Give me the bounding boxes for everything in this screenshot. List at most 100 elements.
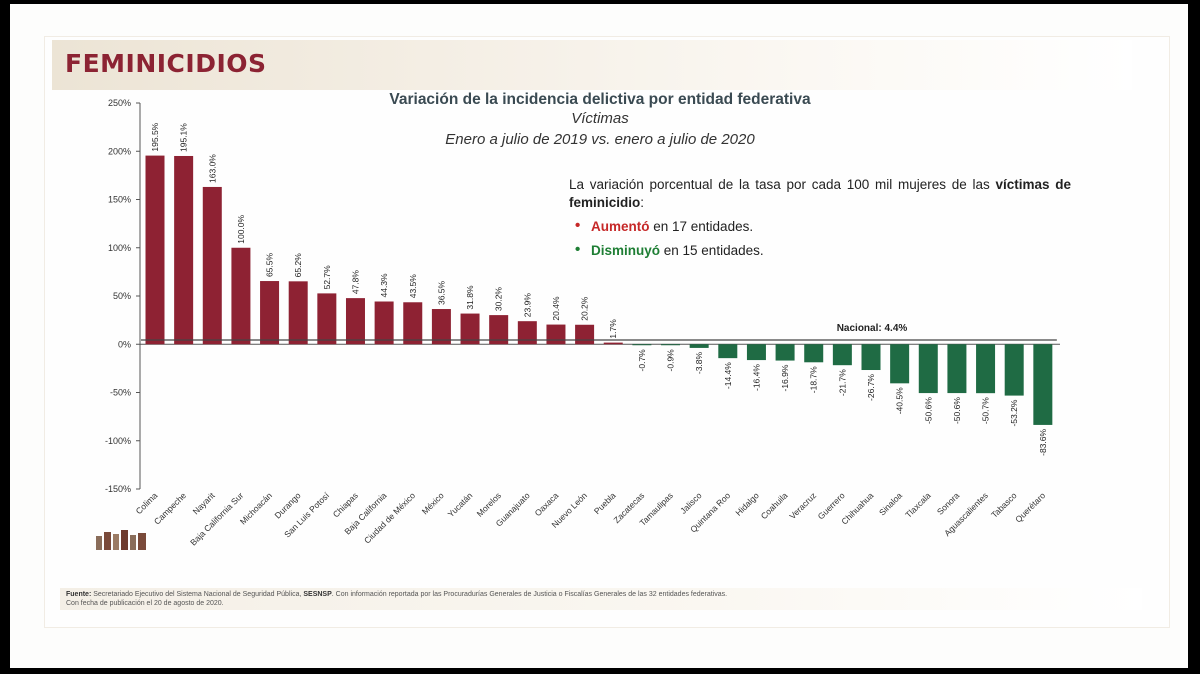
bar bbox=[288, 281, 308, 345]
bar-value-label: 195.5% bbox=[150, 122, 160, 151]
decrease-text: en 15 entidades. bbox=[660, 243, 764, 258]
category-label: Baja California Sur bbox=[188, 490, 245, 547]
category-label: Coahuila bbox=[759, 490, 790, 521]
y-tick-label: -50% bbox=[110, 388, 131, 398]
bar-value-label: 65.5% bbox=[265, 252, 275, 277]
bar bbox=[976, 344, 996, 394]
bar-value-label: 31.8% bbox=[465, 285, 475, 310]
bar-value-label: 1.7% bbox=[608, 319, 618, 339]
bar bbox=[718, 344, 738, 359]
note-box: La variación porcentual de la tasa por c… bbox=[569, 176, 1071, 260]
bar-value-label: -3.8% bbox=[694, 351, 704, 374]
bar bbox=[231, 247, 251, 345]
y-tick-label: 250% bbox=[108, 98, 131, 108]
bar-value-label: -16.4% bbox=[751, 364, 761, 391]
chart-period: Enero a julio de 2019 vs. enero a julio … bbox=[445, 131, 755, 148]
bar-value-label: 44.3% bbox=[379, 273, 389, 298]
footer-source: Fuente: Secretariado Ejecutivo del Siste… bbox=[60, 588, 1142, 610]
y-tick-label: 100% bbox=[108, 243, 131, 253]
bar bbox=[1033, 344, 1053, 425]
bar bbox=[202, 186, 222, 345]
category-label: Tlaxcala bbox=[903, 490, 933, 520]
note-text: La variación porcentual de la tasa por c… bbox=[569, 176, 1071, 212]
bar-value-label: -21.7% bbox=[837, 369, 847, 396]
bar-value-label: -0.9% bbox=[666, 349, 676, 372]
category-label: Hidalgo bbox=[733, 490, 761, 518]
bullet-icon: • bbox=[575, 217, 581, 234]
bar bbox=[603, 342, 623, 345]
note-colon: : bbox=[640, 195, 645, 210]
category-label: Veracruz bbox=[787, 490, 818, 521]
bar-value-label: 100.0% bbox=[236, 214, 246, 243]
bar-value-label: -50.6% bbox=[923, 397, 933, 424]
bar bbox=[174, 155, 194, 345]
bar-value-label: -0.7% bbox=[637, 349, 647, 372]
bullet-icon: • bbox=[575, 241, 581, 258]
bar bbox=[374, 301, 394, 345]
y-tick-label: -100% bbox=[105, 436, 131, 446]
bar-value-label: 163.0% bbox=[207, 154, 217, 183]
bar bbox=[517, 321, 537, 345]
bar bbox=[890, 344, 910, 384]
bar-value-label: 23.9% bbox=[522, 293, 532, 318]
bar bbox=[947, 344, 967, 394]
bar bbox=[661, 344, 681, 346]
increase-text: en 17 entidades. bbox=[649, 219, 754, 234]
bar bbox=[317, 293, 337, 345]
footer-sesnsp: SESNSP bbox=[303, 591, 332, 598]
bar-value-label: 30.2% bbox=[494, 287, 504, 312]
y-tick-label: -150% bbox=[105, 484, 131, 494]
bar-value-label: 36.5% bbox=[436, 280, 446, 305]
national-label: Nacional: 4.4% bbox=[837, 323, 908, 334]
category-label: Colima bbox=[134, 490, 160, 516]
bar bbox=[431, 309, 451, 345]
bar bbox=[746, 344, 766, 361]
bar-value-label: -16.9% bbox=[780, 364, 790, 391]
bar-value-label: 47.8% bbox=[350, 270, 360, 295]
bar bbox=[403, 302, 423, 345]
bar bbox=[861, 344, 881, 371]
decrease-word: Disminuyó bbox=[591, 243, 661, 258]
note-intro: La variación porcentual de la tasa por c… bbox=[569, 177, 990, 192]
category-label: Morelos bbox=[475, 490, 503, 518]
y-tick-label: 50% bbox=[113, 291, 131, 301]
footer-line-2: Con fecha de publicación el 20 de agosto… bbox=[66, 600, 224, 607]
footer-line-1: Fuente: Secretariado Ejecutivo del Siste… bbox=[66, 590, 1136, 599]
bar bbox=[1004, 344, 1024, 396]
government-logo-icon bbox=[96, 530, 146, 550]
y-tick-label: 200% bbox=[108, 146, 131, 156]
bar bbox=[145, 155, 165, 345]
bar bbox=[489, 315, 509, 345]
increase-word: Aumentó bbox=[591, 219, 650, 234]
bar-value-label: -50.6% bbox=[952, 397, 962, 424]
page-title: FEMINICIDIOS bbox=[65, 49, 267, 78]
bar bbox=[575, 324, 595, 345]
bar bbox=[345, 298, 365, 345]
category-label: Sinaloa bbox=[877, 490, 904, 517]
bar bbox=[689, 344, 709, 348]
bar-value-label: 20.2% bbox=[580, 296, 590, 321]
bar bbox=[460, 313, 480, 345]
bar bbox=[832, 344, 852, 366]
category-label: Querétaro bbox=[1013, 490, 1047, 524]
bar-value-label: -83.6% bbox=[1038, 428, 1048, 455]
bar bbox=[632, 344, 652, 346]
note-bold: víctimas de feminicidio bbox=[569, 177, 1071, 210]
bar-value-label: 195.1% bbox=[179, 123, 189, 152]
note-item-increase: • Aumentó en 17 entidades. bbox=[575, 217, 1071, 236]
bar bbox=[775, 344, 795, 361]
y-tick-label: 0% bbox=[118, 339, 131, 349]
category-label: Oaxaca bbox=[533, 490, 561, 518]
category-label: Nayarit bbox=[191, 490, 218, 517]
category-label: Sonora bbox=[935, 490, 962, 517]
category-label: México bbox=[420, 490, 446, 516]
bar-value-label: 20.4% bbox=[551, 296, 561, 321]
y-tick-label: 150% bbox=[108, 195, 131, 205]
footer-text: Secretariado Ejecutivo del Sistema Nacio… bbox=[91, 591, 304, 598]
bar bbox=[546, 324, 566, 345]
header-band bbox=[52, 40, 1132, 90]
bar-value-label: -50.7% bbox=[981, 397, 991, 424]
footer-label: Fuente: bbox=[66, 591, 92, 598]
bar-value-label: -18.7% bbox=[809, 366, 819, 393]
